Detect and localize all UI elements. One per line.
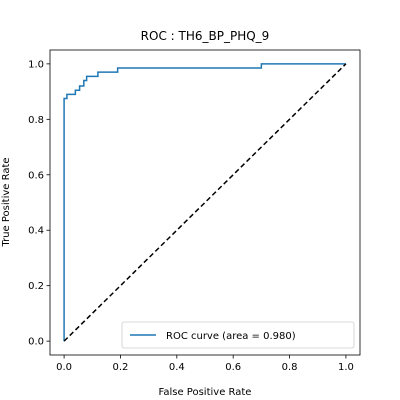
- series-layer: [63, 63, 347, 342]
- x-tick-label: 0.2: [113, 362, 129, 373]
- legend-box: [121, 321, 355, 349]
- y-tick-label: 0.2: [28, 281, 44, 292]
- plot-frame: [49, 49, 361, 356]
- legend-label-roc-curve: ROC curve (area = 0.980): [166, 331, 296, 342]
- y-tick-label: 0.8: [28, 115, 44, 126]
- y-tick-label: 1.0: [28, 59, 44, 70]
- x-axis-label: False Positive Rate: [159, 387, 252, 398]
- y-axis-label: True Positive Rate: [1, 157, 12, 247]
- legend: ROC curve (area = 0.980): [121, 321, 355, 349]
- diagonal-reference-line: [63, 63, 347, 342]
- y-axis: 0.0 0.2 0.4 0.6 0.8 1.0: [28, 59, 50, 348]
- x-tick-label: 0.8: [282, 362, 298, 373]
- x-axis: 0.0 0.2 0.4 0.6 0.8 1.0: [56, 355, 354, 373]
- y-tick-label: 0.0: [28, 337, 44, 348]
- chart-title: ROC : TH6_BP_PHQ_9: [141, 29, 270, 43]
- x-tick-label: 1.0: [338, 362, 354, 373]
- x-tick-label: 0.6: [225, 362, 241, 373]
- y-tick-label: 0.4: [28, 226, 44, 237]
- roc-curve-line: [63, 63, 346, 342]
- x-tick-label: 0.4: [169, 362, 185, 373]
- x-tick-label: 0.0: [56, 362, 72, 373]
- y-tick-label: 0.6: [28, 170, 44, 181]
